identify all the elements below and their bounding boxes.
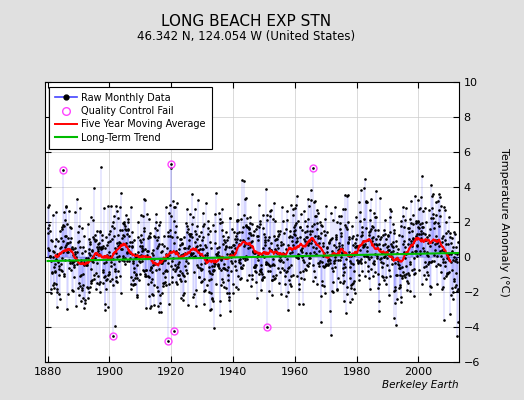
Text: 46.342 N, 124.054 W (United States): 46.342 N, 124.054 W (United States): [137, 30, 355, 43]
Legend: Raw Monthly Data, Quality Control Fail, Five Year Moving Average, Long-Term Tren: Raw Monthly Data, Quality Control Fail, …: [49, 87, 212, 149]
Text: Berkeley Earth: Berkeley Earth: [382, 380, 458, 390]
Y-axis label: Temperature Anomaly (°C): Temperature Anomaly (°C): [499, 148, 509, 296]
Text: LONG BEACH EXP STN: LONG BEACH EXP STN: [161, 14, 331, 29]
